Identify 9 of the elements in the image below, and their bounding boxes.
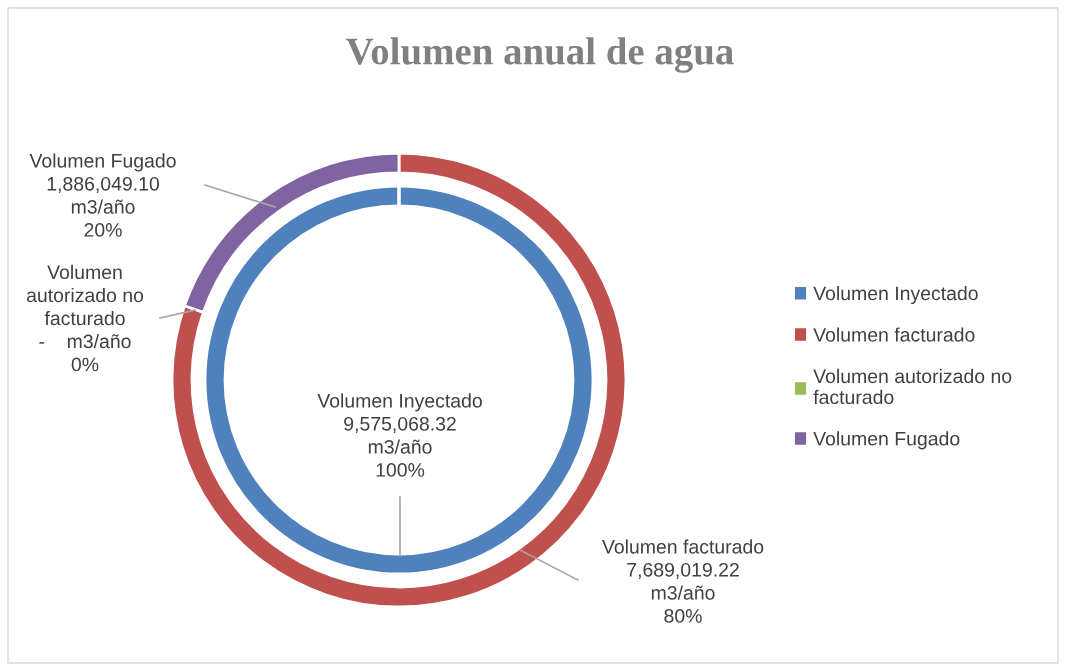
data-label: Volumen Inyectado 9,575,068.32 m3/año 100% bbox=[317, 393, 482, 477]
legend-label: Volumen Inyectado bbox=[813, 285, 978, 305]
chart-title: Volumen anual de agua bbox=[346, 37, 734, 73]
text: Volumen autorizado no facturado - m3/año 0% bbox=[26, 264, 144, 372]
legend-label: Volumen facturado bbox=[813, 327, 975, 342]
data-label: Volumen facturado 7,689,019.22 m3/año 80% bbox=[602, 539, 764, 623]
data-label: Volumen Fugado 1,886,049.10 m3/año 20% bbox=[29, 153, 176, 237]
legend-label: Volumen autorizado no facturado bbox=[813, 368, 1012, 405]
legend-label: Volumen Fugado bbox=[813, 431, 960, 450]
